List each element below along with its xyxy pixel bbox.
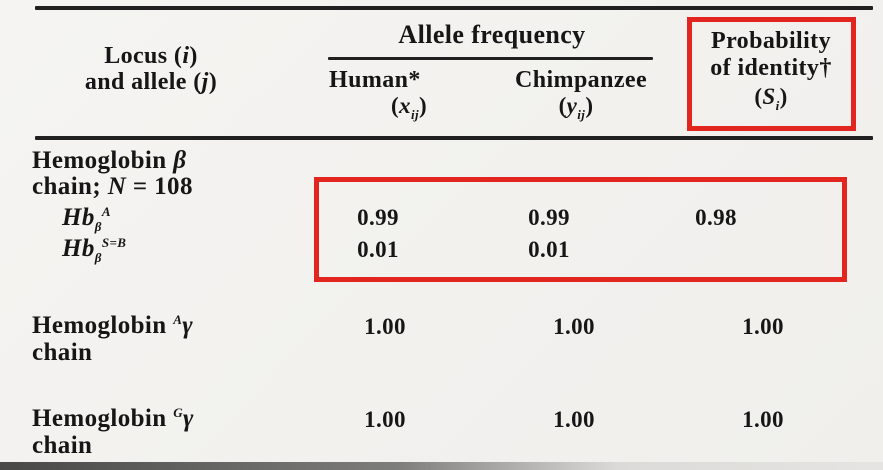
cell-hba-chimpanzee: 0.99: [528, 205, 570, 230]
col-group-header-allele-frequency: Allele frequency: [398, 20, 586, 49]
col-header-chimpanzee: Chimpanzee: [515, 67, 647, 93]
col-header-probability-line1: Probability: [711, 28, 831, 54]
row-label-hemoglobin-beta-line2: chain; N = 108: [32, 173, 193, 200]
probability-column-highlight-box: [687, 17, 856, 131]
table-bottom-rule: [0, 462, 883, 470]
cell-ggamma-chimpanzee: 1.00: [553, 407, 595, 432]
col-header-chimpanzee-symbol: (yij): [558, 93, 594, 122]
col-header-probability-line2: of identity†: [710, 55, 832, 81]
col-header-locus-line1: Locus (i): [104, 43, 198, 69]
row-label-hemoglobin-ggamma-line1: Hemoglobin Gγ: [32, 405, 194, 432]
row-label-hemoglobin-ggamma-line2: chain: [32, 432, 93, 459]
cell-agamma-probability: 1.00: [742, 314, 784, 339]
row-label-allele-hb-beta-s: HbβS=B: [62, 235, 127, 265]
header-bottom-rule: [35, 136, 873, 140]
cell-agamma-human: 1.00: [364, 314, 406, 339]
cell-ggamma-probability: 1.00: [742, 407, 784, 432]
cell-hba-human: 0.99: [357, 205, 399, 230]
col-header-probability-symbol: (Si): [754, 84, 788, 113]
cell-hbs-chimpanzee: 0.01: [528, 237, 570, 262]
row-label-hemoglobin-beta-line1: Hemoglobin β: [32, 147, 187, 174]
col-header-human-symbol: (xij): [390, 93, 428, 122]
col-header-human: Human*: [329, 67, 421, 93]
row-label-hemoglobin-agamma-line1: Hemoglobin Aγ: [32, 312, 194, 339]
cell-hbs-human: 0.01: [357, 237, 399, 262]
allele-frequency-underline: [328, 57, 653, 60]
beta-chain-data-highlight-box: [314, 177, 847, 282]
cell-hba-probability: 0.98: [695, 205, 737, 230]
row-label-allele-hb-beta-a: HbβA: [62, 204, 111, 234]
cell-agamma-chimpanzee: 1.00: [553, 314, 595, 339]
table-top-rule: [35, 6, 873, 10]
cell-ggamma-human: 1.00: [364, 407, 406, 432]
row-label-hemoglobin-agamma-line2: chain: [32, 339, 93, 366]
col-header-locus-line2: and allele (j): [84, 69, 218, 95]
